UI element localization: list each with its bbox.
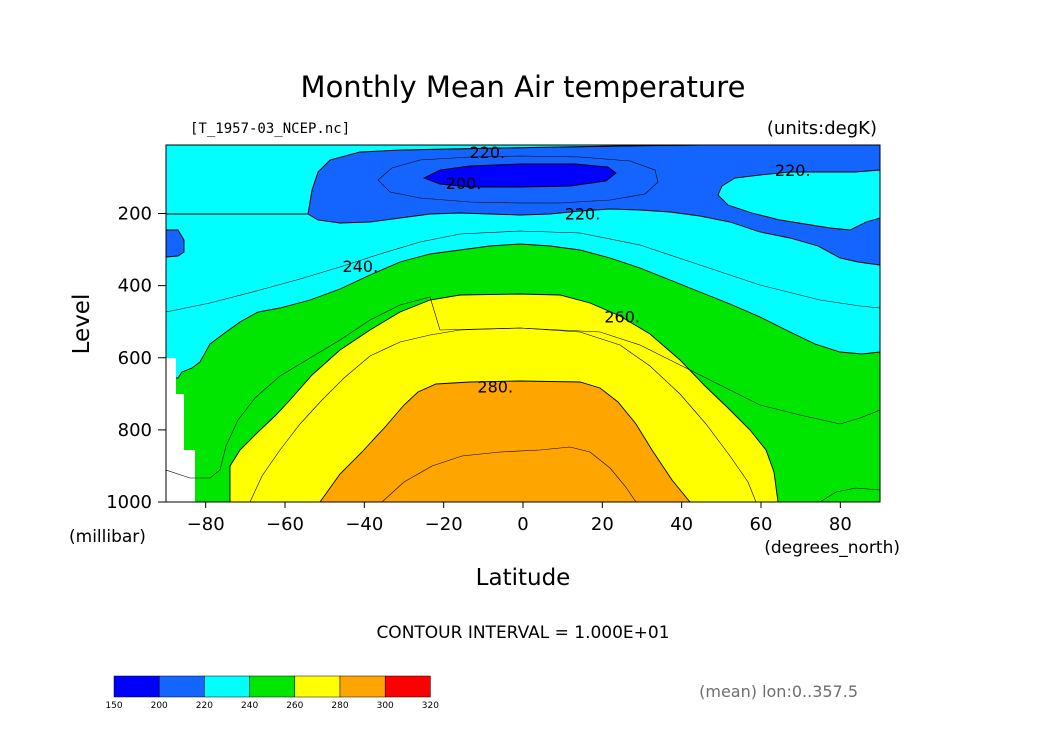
contour-thin-290 xyxy=(381,446,637,502)
contour-label-4: 240. xyxy=(343,257,379,276)
contour-fills xyxy=(166,145,880,502)
contour-label-3: 220. xyxy=(775,161,811,180)
contour-lines-thin xyxy=(166,155,880,502)
y-tick-label-4: 1000 xyxy=(106,492,152,513)
fill-deepblue-core xyxy=(422,163,617,188)
x-axis-title: Latitude xyxy=(476,565,571,591)
contour-thin-210 xyxy=(377,155,659,204)
fill-orange-dome xyxy=(319,380,691,502)
contour-labels: 220. 200. 220. 220. 240. 260. 280. xyxy=(343,143,811,396)
contour-label-text-5: 260. xyxy=(604,307,640,326)
x-tick-label-1: −60 xyxy=(266,514,304,535)
y-tick-label-2: 600 xyxy=(118,348,152,369)
contour-label-text-1: 200. xyxy=(446,174,482,193)
colorbar-tick-6: 300 xyxy=(377,701,394,711)
mean-label: (mean) lon:0..357.5 xyxy=(699,682,858,701)
y-axis: 200 400 600 800 1000 xyxy=(106,204,166,513)
contour-thin-250 xyxy=(166,296,880,479)
y-tick-label-1: 400 xyxy=(118,276,152,297)
y-units-label: (millibar) xyxy=(69,527,146,547)
contour-label-text-2: 220. xyxy=(565,205,601,224)
fill-blue-left xyxy=(166,229,185,258)
contour-label-5: 260. xyxy=(604,307,640,326)
missing-data-region xyxy=(166,358,195,502)
y-axis-title: Level xyxy=(69,294,95,355)
contour-label-2: 220. xyxy=(565,205,601,224)
contour-label-text-3: 220. xyxy=(775,161,811,180)
colorbar-tick-3: 240 xyxy=(241,701,258,711)
colorbar-tick-1: 200 xyxy=(151,701,168,711)
units-label: (units:degK) xyxy=(767,118,877,139)
colorbar-tick-7: 320 xyxy=(422,701,439,711)
contour-label-text-6: 280. xyxy=(477,378,513,397)
fill-cyan-right xyxy=(717,169,880,231)
x-tick-label-8: 80 xyxy=(829,514,852,535)
x-tick-label-0: −80 xyxy=(187,514,225,535)
y-tick-label-3: 800 xyxy=(118,420,152,441)
colorbar-tick-0: 150 xyxy=(105,701,122,711)
contour-label-6: 280. xyxy=(477,378,513,397)
x-axis: −80 −60 −40 −20 0 20 40 60 80 xyxy=(187,502,852,535)
x-tick-label-6: 40 xyxy=(670,514,693,535)
y-tick-label-0: 200 xyxy=(118,204,152,225)
colorbar-tick-4: 260 xyxy=(286,701,303,711)
contour-thin-230 xyxy=(166,230,880,313)
fill-cyan-top xyxy=(166,145,701,215)
colorbar-swatch-6 xyxy=(384,675,431,698)
contour-label-text-0: 220. xyxy=(469,143,505,162)
contour-thin-250-right xyxy=(819,487,880,502)
contour-label-1: 200. xyxy=(446,174,482,193)
x-tick-label-4: 0 xyxy=(517,514,528,535)
colorbar-tick-2: 220 xyxy=(196,701,213,711)
x-tick-label-2: −40 xyxy=(345,514,383,535)
x-tick-label-7: 60 xyxy=(750,514,773,535)
colorbar-swatch-1 xyxy=(158,675,205,698)
file-label: [T_1957-03_NCEP.nc] xyxy=(190,121,350,137)
colorbar-swatch-5 xyxy=(339,675,386,698)
chart-title: Monthly Mean Air temperature xyxy=(301,70,746,104)
x-units-label: (degrees_north) xyxy=(764,538,900,558)
colorbar-tick-5: 280 xyxy=(331,701,348,711)
x-tick-label-5: 20 xyxy=(591,514,614,535)
colorbar-swatch-4 xyxy=(294,675,341,698)
colorbar: 150 200 220 240 260 280 300 320 xyxy=(105,675,439,711)
colorbar-swatch-3 xyxy=(249,675,296,698)
contour-interval-label: CONTOUR INTERVAL = 1.000E+01 xyxy=(376,623,669,643)
contour-thin-270 xyxy=(249,327,757,502)
contour-label-0: 220. xyxy=(469,143,505,162)
x-tick-label-3: −20 xyxy=(425,514,463,535)
colorbar-swatch-0 xyxy=(113,675,160,698)
contour-label-text-4: 240. xyxy=(343,257,379,276)
colorbar-swatch-2 xyxy=(204,675,250,698)
